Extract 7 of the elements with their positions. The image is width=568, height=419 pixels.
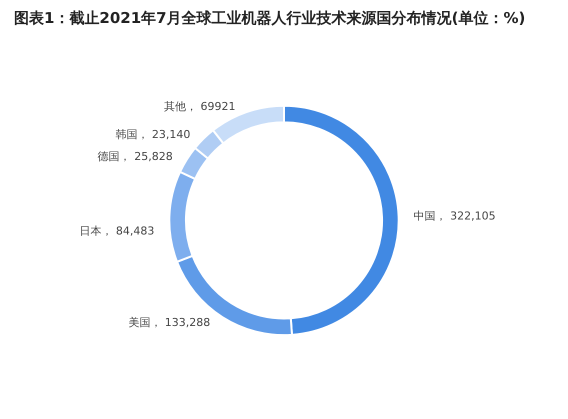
slice-label: 德国， 25,828 (98, 150, 173, 163)
chart-title: 图表1：截止2021年7月全球工业机器人行业技术来源国分布情况(单位：%) (13, 8, 526, 28)
slice-label: 韩国， 23,140 (115, 128, 190, 141)
slice-label: 中国， 322,105 (414, 210, 496, 223)
slice-label: 其他， 69921 (164, 100, 236, 113)
slice-label: 日本， 84,483 (79, 224, 154, 238)
slice-label: 美国， 133,288 (128, 316, 210, 329)
